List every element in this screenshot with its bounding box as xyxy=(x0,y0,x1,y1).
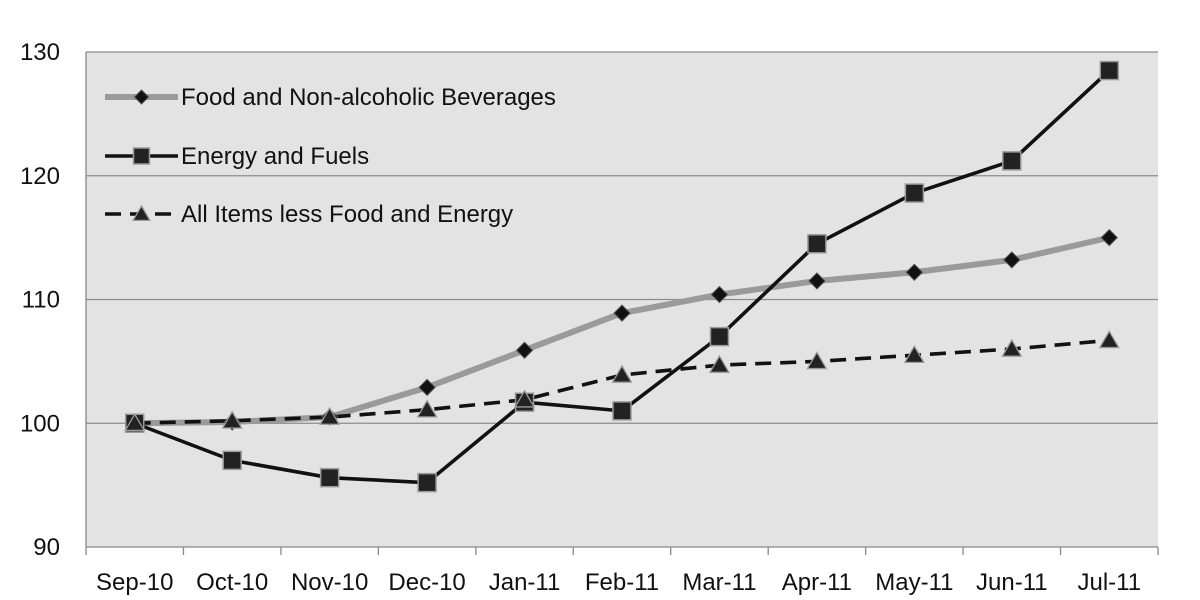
y-tick-label: 100 xyxy=(20,410,60,437)
y-tick-label: 120 xyxy=(20,163,60,190)
x-tick-label: Jun-11 xyxy=(976,569,1048,596)
legend-label: Energy and Fuels xyxy=(181,143,369,170)
data-point-triangle xyxy=(903,344,925,364)
axes xyxy=(85,52,1159,555)
data-point-diamond xyxy=(418,378,436,397)
x-tick-label: Jul-11 xyxy=(1077,569,1141,596)
legend-label: Food and Non-alcoholic Beverages xyxy=(181,84,556,111)
data-point-square xyxy=(1002,151,1022,171)
data-point-triangle xyxy=(416,399,438,418)
x-tick-label: Apr-11 xyxy=(782,569,852,596)
y-tick-label: 90 xyxy=(33,534,60,561)
data-point-square xyxy=(709,326,730,347)
data-point-square xyxy=(612,401,632,421)
x-tick-label: Jan-11 xyxy=(489,569,561,596)
data-point-triangle xyxy=(319,406,341,425)
data-point-square xyxy=(222,450,242,471)
data-point-triangle xyxy=(221,410,243,429)
legend-marker-diamond xyxy=(133,89,150,105)
y-tick-label: 130 xyxy=(20,39,60,66)
legend-marker-square xyxy=(132,147,151,165)
data-point-diamond xyxy=(1003,251,1021,269)
data-point-triangle xyxy=(708,354,731,373)
y-axis-tick-labels: 90 100 110 120 130 xyxy=(20,39,60,561)
x-tick-label: Nov-10 xyxy=(291,569,368,596)
data-point-triangle xyxy=(1098,330,1120,349)
data-point-diamond xyxy=(1100,228,1118,247)
data-point-diamond xyxy=(905,263,924,281)
data-point-triangle xyxy=(806,351,828,370)
data-point-diamond xyxy=(710,285,729,304)
series-line-triangle xyxy=(134,338,1110,426)
x-tick-label: Sep-10 xyxy=(96,569,173,596)
data-point-square xyxy=(319,467,340,488)
data-point-diamond xyxy=(808,272,826,290)
x-tick-label: Feb-11 xyxy=(585,569,659,596)
series-markers xyxy=(124,60,1120,493)
data-point-triangle xyxy=(1001,338,1023,357)
x-axis-tick-labels: Sep-10 Oct-10 Nov-10 Dec-10 Jan-11 Feb-11 Mar-… xyxy=(96,569,1141,596)
legend-label: All Items less Food and Energy xyxy=(181,201,513,228)
x-tick-label: May-11 xyxy=(875,569,953,596)
data-point-triangle xyxy=(124,412,146,432)
data-point-triangle xyxy=(611,364,633,383)
legend: Food and Non-alcoholic Beverages Energy a… xyxy=(105,84,556,228)
data-point-diamond xyxy=(613,304,631,322)
x-tick-label: Oct-10 xyxy=(196,569,268,596)
legend-marker-triangle xyxy=(131,204,152,222)
data-point-square xyxy=(807,234,827,254)
data-point-square xyxy=(904,183,925,203)
data-point-diamond xyxy=(515,341,534,359)
data-point-triangle xyxy=(513,389,536,408)
y-tick-label: 110 xyxy=(22,287,60,314)
x-tick-label: Mar-11 xyxy=(682,569,756,596)
data-point-square xyxy=(417,472,437,493)
x-tick-label: Dec-10 xyxy=(388,569,465,596)
data-point-square xyxy=(1099,60,1120,81)
